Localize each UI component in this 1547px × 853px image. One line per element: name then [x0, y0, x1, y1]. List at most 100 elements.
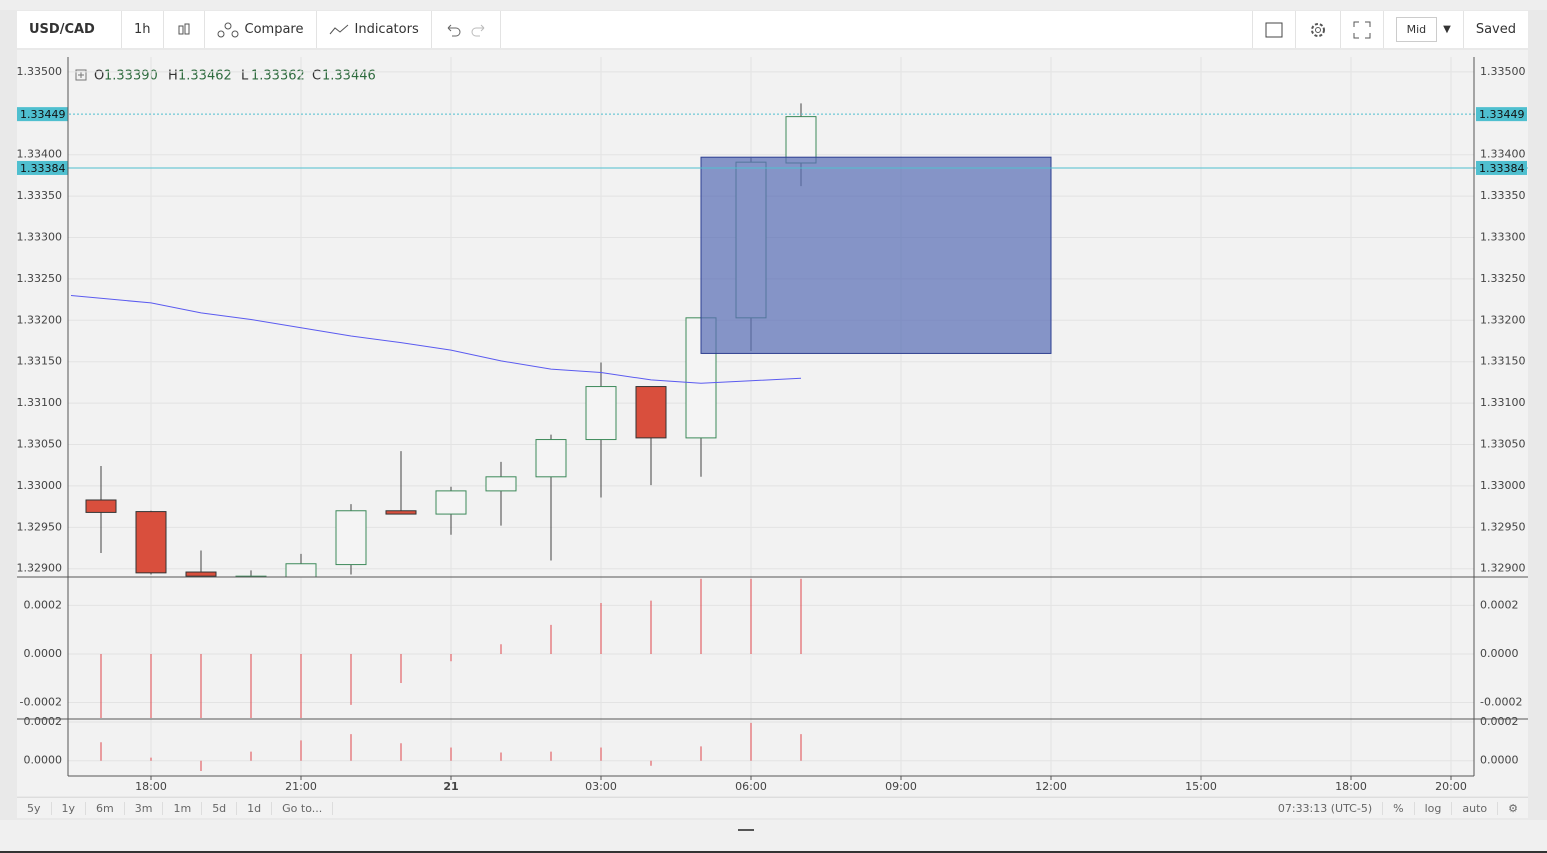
candle-body: [135, 511, 167, 574]
scale-option[interactable]: log: [1415, 801, 1453, 815]
legend-value: 1.33446: [322, 69, 376, 84]
legend-icon[interactable]: [75, 69, 87, 81]
candle-body: [635, 386, 667, 439]
candle-body: [285, 563, 317, 577]
price-tag-label: 1.33384: [1479, 162, 1525, 175]
range-button[interactable]: 3m: [125, 801, 164, 815]
y-tick-label: -0.0002: [1480, 695, 1522, 708]
price-tag-label: 1.33449: [1479, 108, 1525, 121]
range-button[interactable]: 1m: [163, 801, 203, 815]
price-tag: [1476, 107, 1527, 122]
scale-settings[interactable]: ⚙: [1508, 801, 1518, 815]
gear-icon: [1310, 22, 1325, 37]
goto-button[interactable]: Go to...: [272, 801, 334, 815]
x-tick-label: 21:00: [285, 780, 317, 793]
x-tick-label: 09:00: [885, 780, 917, 793]
scale-option[interactable]: auto: [1452, 801, 1499, 815]
y-tick-label: 1.33400: [1480, 148, 1526, 161]
y-tick-label: 0.0000: [24, 647, 63, 660]
candle-body: [335, 510, 367, 566]
compare-button[interactable]: Compare: [205, 11, 317, 48]
indicators-icon: [329, 24, 348, 34]
y-tick-label: 0.0000: [24, 754, 63, 767]
candle-body: [535, 439, 567, 478]
x-tick-label: 15:00: [1185, 780, 1217, 793]
legend-label: O: [94, 69, 104, 84]
y-tick-label: 1.33400: [17, 148, 63, 161]
undo-redo[interactable]: [432, 11, 501, 48]
y-tick-label: 0.0002: [24, 715, 63, 728]
candle-body: [785, 116, 817, 164]
fullscreen-button[interactable]: [1341, 11, 1384, 48]
x-tick-label: 12:00: [1035, 780, 1067, 793]
pane: [70, 103, 1052, 577]
candle-icon: [178, 23, 190, 34]
fullscreen-icon: [1353, 21, 1371, 38]
range-button[interactable]: 6m: [86, 801, 125, 815]
settings-button[interactable]: [1296, 11, 1341, 48]
range-button[interactable]: 1d: [237, 801, 273, 815]
range-button[interactable]: 5d: [202, 801, 238, 815]
y-tick-label: 1.33350: [1480, 189, 1526, 202]
pane: [100, 578, 802, 718]
symbol[interactable]: USD/CAD: [17, 11, 122, 48]
y-tick-label: 1.33100: [1480, 396, 1526, 409]
y-tick-label: 1.33300: [17, 231, 63, 244]
y-tick-label: 1.33300: [1480, 231, 1526, 244]
candle-body: [185, 571, 217, 577]
compare-label: Compare: [244, 22, 304, 37]
y-tick-label: 1.32900: [17, 562, 63, 575]
y-tick-label: 1.33350: [17, 189, 63, 202]
toolbar: USD/CAD 1h Compare Indicators Mid ▼ Saved: [17, 11, 1528, 48]
x-tick-label: 18:00: [1335, 780, 1367, 793]
moving-average: [70, 294, 802, 384]
price-source[interactable]: Mid ▼: [1384, 11, 1464, 48]
interval[interactable]: 1h: [122, 11, 164, 48]
drawn-rectangle: [700, 156, 1052, 354]
price-source-label: Mid: [1395, 17, 1438, 42]
saved-status: Saved: [1475, 22, 1516, 37]
resize-handle[interactable]: [738, 829, 754, 831]
x-tick-label: 20:00: [1435, 780, 1467, 793]
y-tick-label: 1.33250: [1480, 272, 1526, 285]
indicators-label: Indicators: [354, 22, 419, 37]
range-button[interactable]: 1y: [52, 801, 87, 815]
y-tick-label: 0.0002: [1480, 715, 1519, 728]
clock: 07:33:13 (UTC-5): [1268, 801, 1384, 815]
legend-value: 1.33362: [251, 69, 305, 84]
candle-body: [85, 499, 117, 513]
x-tick-label: 21: [443, 780, 458, 793]
x-tick-label: 03:00: [585, 780, 617, 793]
legend-value: 1.33390: [104, 69, 158, 84]
indicators-button[interactable]: Indicators: [317, 11, 432, 48]
y-tick-label: 1.33150: [1480, 355, 1526, 368]
y-tick-label: 1.32900: [1480, 562, 1526, 575]
scale-options: % log auto: [1383, 801, 1499, 815]
screenshot-button[interactable]: [1251, 11, 1296, 48]
price-tag: [1476, 160, 1527, 175]
bottom-bar: 5y 1y 6m 3m 1m 5d 1d Go to... 07:33:13 (UTC-5)…: [17, 797, 1528, 818]
y-tick-label: 1.33000: [1480, 479, 1526, 492]
price-tag-label: 1.33449: [20, 108, 66, 121]
square-icon: [1265, 22, 1283, 37]
x-tick-label: 06:00: [735, 780, 767, 793]
y-tick-label: 0.0002: [24, 598, 63, 611]
grid: [68, 57, 1474, 776]
y-tick-label: 1.33200: [17, 313, 63, 326]
y-tick-label: 1.33100: [17, 396, 63, 409]
pane: [100, 722, 802, 771]
y-tick-label: 1.33500: [1480, 65, 1526, 78]
candle-body: [485, 476, 517, 492]
legend-label: C: [312, 69, 321, 84]
range-button[interactable]: 5y: [17, 801, 52, 815]
y-tick-label: -0.0002: [20, 695, 62, 708]
y-tick-label: 1.33200: [1480, 313, 1526, 326]
y-tick-label: 1.32950: [17, 520, 63, 533]
scale-option[interactable]: %: [1383, 801, 1415, 815]
chart-type[interactable]: [164, 11, 205, 48]
y-tick-label: 0.0002: [1480, 598, 1519, 611]
price-tag-label: 1.33384: [20, 162, 66, 175]
y-tick-label: 0.0000: [1480, 647, 1519, 660]
chart: O 1.33390 H 1.33462 L 1.33362 C 1.33446 18:00 21…: [16, 57, 1528, 793]
